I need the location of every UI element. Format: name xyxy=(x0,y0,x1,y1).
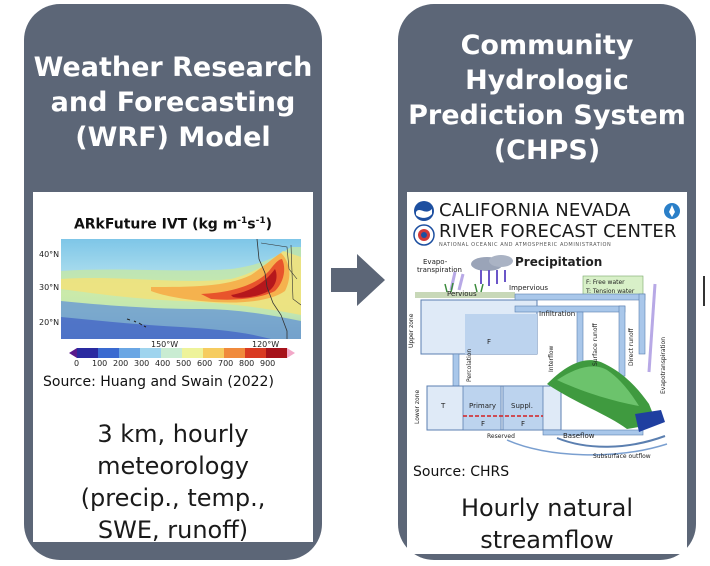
ivt-title-sup1: -1 xyxy=(237,216,248,226)
chps-caption: Hourly natural streamflow xyxy=(407,492,687,556)
ivt-title-base: ARkFuture IVT (kg m xyxy=(73,216,238,233)
label-legend-tension: T: Tension water xyxy=(585,288,635,295)
ivt-title-end: ) xyxy=(265,216,273,233)
label-f-upper: F xyxy=(487,338,491,346)
doc-logo-icon xyxy=(664,203,680,219)
label-evapo-2: transpiration xyxy=(417,266,462,274)
chps-content: CALIFORNIA NEVADA RIVER FORECAST CENTER … xyxy=(407,192,687,554)
cnrfc-line-2: RIVER FORECAST CENTER xyxy=(439,221,677,242)
label-infiltration: Infiltration xyxy=(539,310,575,318)
wrf-title: Weather Research and Forecasting (WRF) M… xyxy=(24,50,322,155)
cb-tick-100: 100 xyxy=(92,359,108,368)
chps-title-line-4: (CHPS) xyxy=(493,135,601,166)
wrf-title-line-1: Weather Research xyxy=(33,52,313,83)
chps-title-line-3: Prediction System xyxy=(408,100,686,131)
chps-source: Source: CHRS xyxy=(413,464,510,480)
label-reserved: Reserved xyxy=(487,433,515,440)
chps-title: Community Hydrologic Prediction System (… xyxy=(398,28,696,168)
cb-tick-200: 200 xyxy=(113,359,129,368)
cb-tick-400: 400 xyxy=(155,359,171,368)
wrf-panel: Weather Research and Forecasting (WRF) M… xyxy=(24,4,322,560)
label-lower-zone: Lower zone xyxy=(414,389,421,424)
chps-caption-line-1: Hourly natural xyxy=(460,494,634,522)
label-interflow: Interflow xyxy=(548,345,555,372)
ivt-colorbar xyxy=(69,348,295,358)
chps-title-line-1: Community xyxy=(460,30,634,61)
noaa-logo-icon xyxy=(414,201,434,221)
cb-tick-0: 0 xyxy=(74,359,80,368)
lat-label-30n: 30°N xyxy=(39,283,60,292)
label-percolation: Percolation xyxy=(466,349,473,382)
wrf-title-line-3: (WRF) Model xyxy=(75,122,271,153)
cb-tick-900: 900 xyxy=(260,359,276,368)
wrf-content: ARkFuture IVT (kg m-1s-1) xyxy=(33,192,313,544)
colorbar-ticks: 0 100 200 300 400 500 600 700 800 900 xyxy=(69,359,295,369)
edge-divider xyxy=(703,276,705,306)
ivt-title-sup2: -1 xyxy=(255,216,266,226)
lat-label-20n: 20°N xyxy=(39,318,60,327)
cnrfc-line-1: CALIFORNIA NEVADA xyxy=(439,200,631,221)
chps-title-line-2: Hydrologic xyxy=(465,65,629,96)
label-upper-zone: Upper zone xyxy=(408,313,415,348)
label-baseflow: Baseflow xyxy=(563,432,595,440)
wrf-caption-line-4: SWE, runoff) xyxy=(97,516,249,544)
label-direct-runoff: Direct runoff xyxy=(628,327,635,366)
wrf-title-line-2: and Forecasting xyxy=(50,87,296,118)
cnrfc-subline: NATIONAL OCEANIC AND ATMOSPHERIC ADMINIS… xyxy=(439,242,612,248)
ivt-map xyxy=(61,239,301,339)
label-subsurface-outflow: Subsurface outflow xyxy=(593,453,651,460)
label-f-suppl: F xyxy=(521,420,525,428)
wrf-source: Source: Huang and Swain (2022) xyxy=(43,374,274,390)
sac-sma-diagram: Precipitation Evapo- transpiration Pervi… xyxy=(408,255,668,460)
cb-tick-600: 600 xyxy=(197,359,213,368)
ivt-title-mid: s xyxy=(247,216,256,233)
cb-tick-500: 500 xyxy=(176,359,192,368)
chps-panel: Community Hydrologic Prediction System (… xyxy=(398,4,696,560)
wrf-caption-line-3: (precip., temp., xyxy=(80,484,266,512)
ivt-map-title: ARkFuture IVT (kg m-1s-1) xyxy=(33,216,313,233)
wrf-caption-line-2: meteorology xyxy=(97,452,249,480)
label-surface-runoff: Surface runoff xyxy=(592,322,599,366)
nws-logo-icon xyxy=(413,224,435,246)
label-primary: Primary xyxy=(469,402,496,410)
label-t: T xyxy=(440,402,446,410)
lon-label-120w: 120°W xyxy=(252,340,280,349)
label-f-primary: F xyxy=(481,420,485,428)
cb-tick-700: 700 xyxy=(218,359,234,368)
label-legend-free: F: Free water xyxy=(586,279,625,286)
cb-tick-300: 300 xyxy=(134,359,150,368)
label-impervious: Impervious xyxy=(509,284,548,292)
wrf-caption: 3 km, hourly meteorology (precip., temp.… xyxy=(33,418,313,546)
flow-arrow-icon xyxy=(331,254,385,306)
label-evapo-1: Evapo- xyxy=(423,258,448,266)
label-precipitation: Precipitation xyxy=(515,255,602,269)
label-suppl: Suppl. xyxy=(511,402,533,410)
label-pervious: Pervious xyxy=(447,290,477,298)
lon-label-150w: 150°W xyxy=(151,340,179,349)
label-evapotranspiration: Evapotranspiration xyxy=(660,337,667,394)
chps-caption-line-2: streamflow xyxy=(480,526,614,554)
cb-tick-800: 800 xyxy=(239,359,255,368)
wrf-caption-line-1: 3 km, hourly xyxy=(97,420,249,448)
lat-label-40n: 40°N xyxy=(39,250,60,259)
